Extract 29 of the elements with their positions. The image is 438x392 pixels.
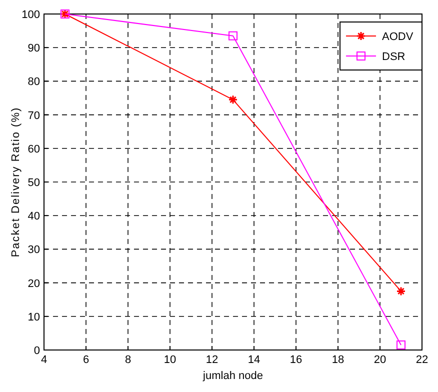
x-tick-label: 8	[124, 354, 132, 366]
x-tick-label: 4	[40, 354, 48, 366]
y-tick-label: 60	[28, 143, 40, 156]
x-tick-label: 6	[82, 354, 90, 366]
y-tick-label: 50	[28, 177, 40, 189]
y-tick-label: 70	[28, 110, 40, 122]
point	[228, 31, 238, 40]
point	[396, 286, 406, 296]
y-tick-label: 10	[28, 311, 40, 324]
x-tick-label: 20	[374, 354, 386, 366]
point	[396, 340, 406, 350]
y-tick-label: 100	[22, 9, 40, 21]
legend-label: DSR	[382, 51, 406, 63]
x-tick-label: 10	[164, 354, 176, 366]
y-tick-label: 30	[28, 244, 40, 256]
y-tick-label: 80	[28, 76, 40, 88]
y-tick-label: 40	[28, 210, 40, 223]
y-tick-label: 0	[34, 345, 40, 357]
legend-label: AODV	[382, 31, 414, 43]
x-tick-label: 22	[416, 354, 428, 366]
x-tick-label: 16	[290, 354, 302, 366]
point	[228, 94, 238, 104]
x-axis-title: jumlah node	[202, 370, 263, 382]
y-axis-title: Packet Delivery Ratio (%)	[10, 106, 22, 258]
x-tick-label: 18	[332, 354, 344, 366]
y-tick-label: 20	[28, 278, 40, 290]
x-tick-label: 14	[248, 354, 260, 366]
x-tick-label: 12	[206, 354, 218, 366]
y-tick-label: 90	[28, 42, 40, 55]
